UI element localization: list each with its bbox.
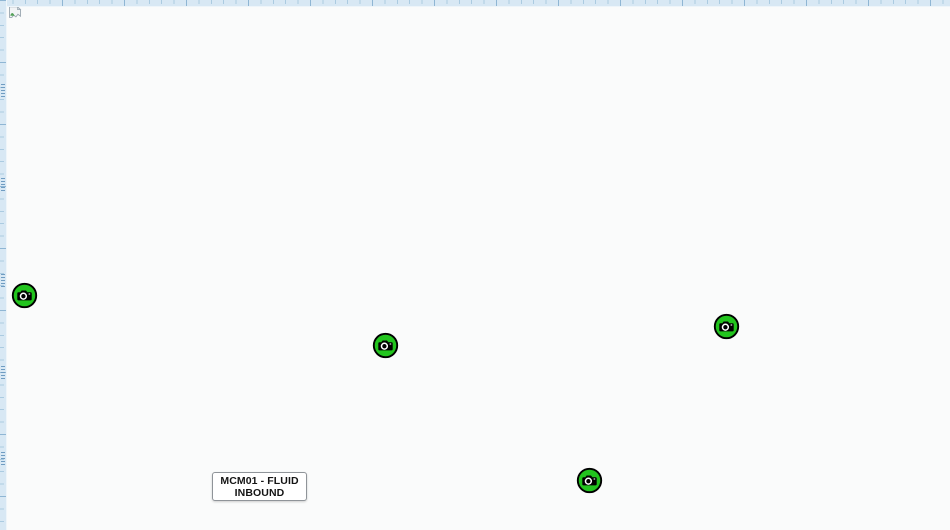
ruler-label-mark — [1, 452, 5, 466]
camera-icon — [576, 467, 602, 493]
ruler-label-mark — [1, 366, 5, 380]
ruler-vertical — [0, 0, 7, 530]
ruler-label-mark — [1, 178, 5, 192]
camera-marker[interactable] — [372, 332, 399, 359]
broken-image-icon — [8, 5, 22, 20]
camera-icon — [11, 282, 37, 308]
zone-label-line1: MCM01 - FLUID — [220, 474, 299, 487]
zone-label-line2: INBOUND — [234, 486, 285, 499]
zone-label[interactable]: MCM01 - FLUID INBOUND — [212, 472, 307, 501]
camera-marker[interactable] — [713, 313, 740, 340]
camera-marker[interactable] — [576, 467, 603, 494]
ruler-horizontal — [0, 0, 950, 7]
ruler-label-mark — [1, 274, 5, 288]
ruler-label-mark — [1, 84, 5, 98]
camera-marker[interactable] — [11, 282, 38, 309]
camera-icon — [372, 332, 398, 358]
camera-icon — [713, 313, 739, 339]
